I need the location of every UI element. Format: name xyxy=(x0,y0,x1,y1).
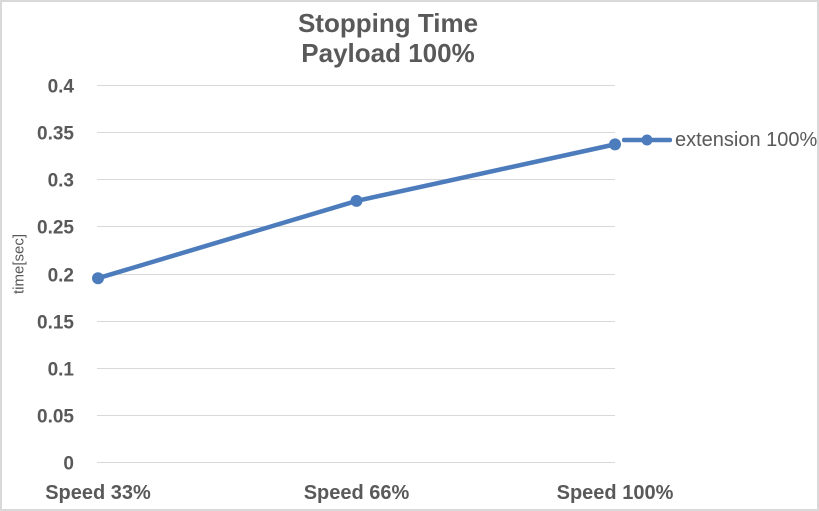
y-tick-label: 0.25 xyxy=(37,218,74,239)
y-tick-label: 0 xyxy=(63,454,74,475)
y-tick-label: 0.05 xyxy=(37,407,74,428)
x-tick-label: Speed 66% xyxy=(304,482,410,504)
y-tick-label: 0.3 xyxy=(48,171,74,192)
y-tick-label: 0.1 xyxy=(48,360,75,381)
legend-label: extension 100% xyxy=(675,129,818,151)
y-tick-label: 0.4 xyxy=(48,77,75,98)
data-point-marker xyxy=(350,194,363,207)
y-tick-label: 0.35 xyxy=(37,124,74,145)
x-tick-label: Speed 100% xyxy=(557,482,674,504)
x-tick-label: Speed 33% xyxy=(45,482,151,504)
data-point-marker xyxy=(92,272,104,285)
chart-title-line2: Payload 100% xyxy=(301,38,475,68)
legend: extension 100% xyxy=(622,128,817,152)
data-point-marker xyxy=(609,138,621,151)
legend-marker-dot xyxy=(641,134,653,146)
series-line xyxy=(95,142,618,281)
chart-title: Stopping Time Payload 100% xyxy=(298,8,478,68)
chart-title-line1: Stopping Time xyxy=(297,8,479,38)
y-tick-label: 0.2 xyxy=(48,266,74,287)
y-tick-label: 0.15 xyxy=(37,313,74,334)
legend-line-icon xyxy=(622,134,672,146)
